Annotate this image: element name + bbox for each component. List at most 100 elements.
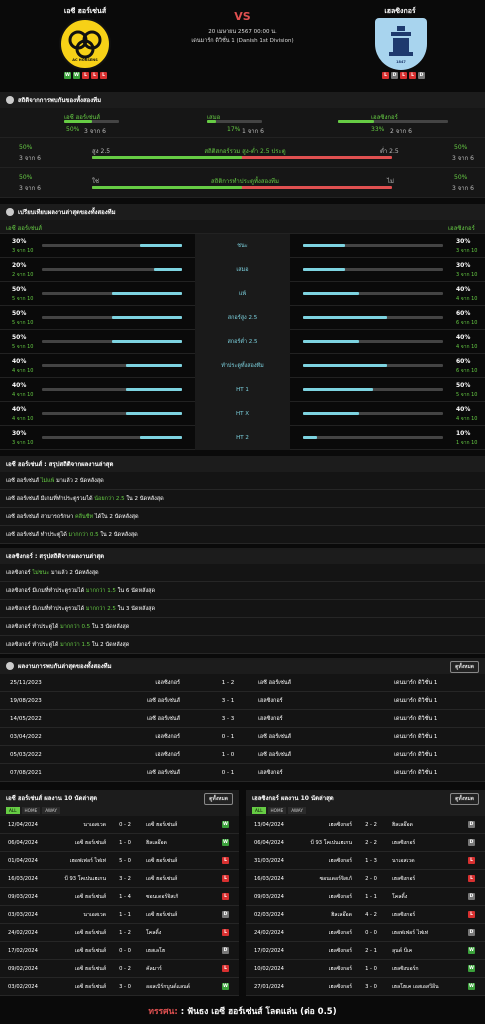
h2h-row[interactable]: 07/08/2021 เอซี ฮอร์เซ่นส์ 0 - 1 เฮลซิงกอร์…	[0, 764, 485, 782]
match-row[interactable]: 01/04/2024 เฮอฟเฟอร์ ไฟเท่ 5 - 0 เอซี ฮอร์เ…	[0, 852, 239, 870]
away-view-all-button[interactable]: ดูทั้งหมด	[450, 793, 479, 805]
match-row[interactable]: 09/03/2024 เอซี ฮอร์เซ่นส์ 1 - 4 ซอนเดอร์จิ…	[0, 888, 239, 906]
summary-tail: ใน 6 นัดหลังสุด	[115, 588, 156, 594]
result-badge: L	[222, 893, 229, 900]
summary-tail: ใน 2 นัดหลังสุด	[124, 496, 164, 502]
match-row[interactable]: 06/04/2024 บี 93 โคเปนเฮเกน 2 - 2 เฮลซิงกอร…	[246, 834, 485, 852]
match-score: 0 - 2	[119, 822, 131, 828]
compare-left-pct: 40%	[12, 358, 27, 365]
match-row[interactable]: 31/03/2024 เฮลซิงกอร์ 1 - 3 นาเอสเวด L	[246, 852, 485, 870]
match-row[interactable]: 16/03/2024 ซอนเดอร์จิสเก้ 2 - 0 เฮลซิงกอร์ L	[246, 870, 485, 888]
compare-row: 30% 3 จาก 10 ชนะ 30% 3 จาก 10	[0, 234, 485, 258]
prediction-label: ทรรศน:	[148, 1007, 178, 1017]
h2h-away: เอซี ฮอร์เซ่นส์	[258, 680, 292, 686]
compare-left-pct: 50%	[12, 334, 27, 341]
summary-tail: ใน 3 นัดหลังสุด	[90, 624, 130, 630]
summary-home-list: เอซี ฮอร์เซ่นส์ ไม่แพ้ มาแล้ว 2 นัดหลังส…	[0, 472, 485, 544]
match-score: 3 - 0	[119, 984, 131, 990]
compare-rows: 30% 3 จาก 10 ชนะ 30% 3 จาก 10 20% 2 จาก 10 เสมอ…	[0, 234, 485, 450]
match-row[interactable]: 24/02/2024 เอซี ฮอร์เซ่นส์ 1 - 2 โคลดิ้ง L	[0, 924, 239, 942]
form-badge: L	[400, 72, 407, 79]
vs-label: VS	[234, 10, 251, 23]
ou-left-count: 3 จาก 6	[19, 155, 41, 162]
prediction-text: ฟันธง เอซี ฮอร์เซ่นส์ โลดแล่น (ต่อ 0.5)	[187, 1007, 337, 1017]
match-row[interactable]: 03/03/2024 นาเอสเวด 1 - 1 เอซี ฮอร์เซ่นส์ D	[0, 906, 239, 924]
h2h-row[interactable]: 19/08/2023 เอซี ฮอร์เซ่นส์ 3 - 1 เฮลซิงกอร์…	[0, 692, 485, 710]
home-view-all-button[interactable]: ดูทั้งหมด	[204, 793, 233, 805]
filter-tab[interactable]: HOME	[267, 807, 287, 814]
form-badge: L	[409, 72, 416, 79]
summary-row: เฮลซิงกอร์ มีเกมที่ทำประตูรวมได้ มากกว่า…	[0, 600, 485, 618]
match-row[interactable]: 16/03/2024 บี 93 โคเปนเฮเกน 3 - 2 เอซี ฮอร์…	[0, 870, 239, 888]
match-score: 0 - 0	[365, 930, 377, 936]
match-score: 1 - 1	[365, 894, 377, 900]
summary-tail: มาแล้ว 2 นัดหลังสุด	[54, 478, 104, 484]
match-row[interactable]: 24/02/2024 เฮลซิงกอร์ 0 - 0 เฮอฟเฟอร์ ไฟเท่…	[246, 924, 485, 942]
ou-left-pct: 50%	[19, 144, 33, 151]
compare-left-bar	[42, 244, 182, 247]
h2h-row[interactable]: 03/04/2022 เฮลซิงกอร์ 0 - 1 เอซี ฮอร์เซ่นส์…	[0, 728, 485, 746]
result-badge: L	[468, 875, 475, 882]
match-row[interactable]: 13/04/2024 เฮลซิงกอร์ 2 - 2 ฮิลเลอ๊อด D	[246, 816, 485, 834]
match-row[interactable]: 27/01/2024 เฮลซิงกอร์ 3 - 0 เฮลโฮเค เอสเอสว…	[246, 978, 485, 996]
filter-tab[interactable]: AWAY	[288, 807, 306, 814]
match-away: เอซี ฮอร์เซ่นส์	[146, 912, 178, 918]
compare-left-pct: 30%	[12, 238, 27, 245]
compare-left-bar	[42, 364, 182, 367]
h2h-score: 1 - 2	[221, 680, 235, 686]
match-row[interactable]: 09/02/2024 เอซี ฮอร์เซ่นส์ 0 - 2 คัลมาร์ L	[0, 960, 239, 978]
h2h-away: เอซี ฮอร์เซ่นส์	[258, 752, 292, 758]
result-badge: D	[468, 821, 475, 828]
filter-tab[interactable]: ALL	[252, 807, 266, 814]
match-date: 24/02/2024	[8, 930, 38, 936]
match-home: เอซี ฮอร์เซ่นส์	[74, 966, 106, 972]
result-badge: D	[222, 947, 229, 954]
compare-left-count: 2 จาก 10	[12, 272, 34, 278]
match-row[interactable]: 12/04/2024 นาเอสเวด 0 - 2 เอซี ฮอร์เซ่นส์ W	[0, 816, 239, 834]
match-away: นาเอสเวด	[392, 858, 415, 864]
match-date: 09/03/2024	[8, 894, 38, 900]
away-label: เฮลซิงกอร์	[371, 114, 398, 121]
compare-right-pct: 40%	[456, 406, 471, 413]
match-row[interactable]: 17/02/2024 เฮลซิงกอร์ 2 - 1 ลุนด์ บีเค W	[246, 942, 485, 960]
result-badge: L	[222, 965, 229, 972]
summary-row: เฮลซิงกอร์ ทำประตูได้ มากกว่า 0.5 ใน 3 น…	[0, 618, 485, 636]
match-row[interactable]: 06/04/2024 เอซี ฮอร์เซ่นส์ 1 - 0 ฮิลเลอ๊อด W	[0, 834, 239, 852]
match-date: 16/03/2024	[254, 876, 284, 882]
compare-left-pct: 40%	[12, 382, 27, 389]
match-row[interactable]: 02/03/2024 ฮิลเลอ๊อด 4 - 2 เฮลซิงกอร์ L	[246, 906, 485, 924]
compare-label: แพ้	[195, 282, 290, 306]
match-row[interactable]: 09/03/2024 เฮลซิงกอร์ 1 - 1 โคลดิ้ง D	[246, 888, 485, 906]
match-score: 2 - 2	[365, 822, 377, 828]
match-row[interactable]: 10/02/2024 เฮลซิงกอร์ 1 - 0 เฮลซิงบอร์ก W	[246, 960, 485, 978]
h2h-row[interactable]: 14/05/2022 เอซี ฮอร์เซ่นส์ 3 - 3 เฮลซิงกอร์…	[0, 710, 485, 728]
h2h-row[interactable]: 25/11/2023 เฮลซิงกอร์ 1 - 2 เอซี ฮอร์เซ่นส์…	[0, 674, 485, 692]
compare-right-bar	[303, 316, 443, 319]
form-badge: L	[91, 72, 98, 79]
compare-row: 30% 3 จาก 10 HT 2 10% 1 จาก 10	[0, 426, 485, 450]
compare-label: HT 2	[195, 426, 290, 450]
compare-left-count: 5 จาก 10	[12, 320, 34, 326]
form-badge: L	[100, 72, 107, 79]
match-home: เอซี ฮอร์เซ่นส์	[74, 948, 106, 954]
match-score: 1 - 3	[365, 858, 377, 864]
summary-highlight: มากกว่า 1.5	[85, 588, 116, 594]
h2h-row[interactable]: 05/03/2022 เฮลซิงกอร์ 1 - 0 เอซี ฮอร์เซ่นส์…	[0, 746, 485, 764]
filter-tab[interactable]: AWAY	[42, 807, 60, 814]
h2h-view-all-button[interactable]: ดูทั้งหมด	[450, 661, 479, 673]
home-last-list: 12/04/2024 นาเอสเวด 0 - 2 เอซี ฮอร์เซ่นส์ W 0…	[0, 816, 239, 996]
match-home: บี 93 โคเปนเฮเกน	[310, 840, 352, 846]
match-date: 03/02/2024	[8, 984, 38, 990]
compare-right-count: 5 จาก 10	[456, 392, 478, 398]
league-name: เดนมาร์ก ดิวิชั่น 1 (Danish 1st Division…	[191, 38, 294, 44]
match-row[interactable]: 03/02/2024 เอซี ฮอร์เซ่นส์ 3 - 0 ออลเบิร์กบ…	[0, 978, 239, 996]
filter-tab[interactable]: ALL	[6, 807, 20, 814]
result-badge: L	[468, 857, 475, 864]
filter-tab[interactable]: HOME	[21, 807, 41, 814]
home-win-bar	[64, 120, 119, 123]
section-summary-away: เฮลซิงกอร์ : สรุปสถิติจากผลงานล่าสุด	[0, 548, 485, 564]
match-home: ซอนเดอร์จิสเก้	[319, 876, 352, 882]
match-row[interactable]: 17/02/2024 เอซี ฮอร์เซ่นส์ 0 - 0 เฮสเลโฮ D	[0, 942, 239, 960]
match-date: 09/03/2024	[254, 894, 284, 900]
summary-tail: มาแล้ว 2 นัดหลังสุด	[49, 570, 99, 576]
